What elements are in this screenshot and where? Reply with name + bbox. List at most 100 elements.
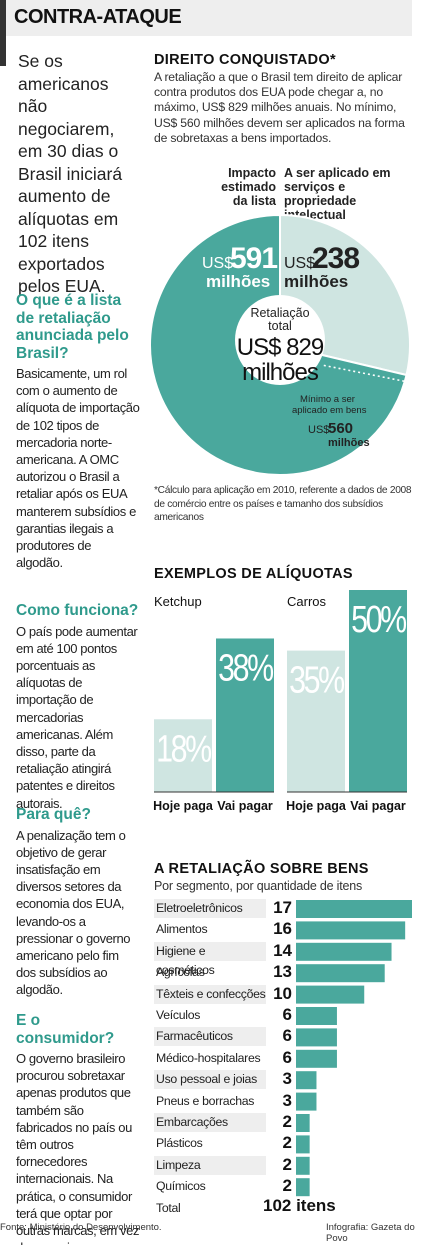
bar — [296, 1092, 317, 1111]
bar-value-label: 2 — [282, 1154, 292, 1174]
bar-value-label: 16 — [273, 919, 292, 939]
category-label: Alimentos — [156, 922, 208, 937]
category-label: Farmacêuticos — [154, 1027, 266, 1047]
direito-title: DIREITO CONQUISTADO* — [154, 52, 336, 68]
total-label: Total — [156, 1201, 181, 1215]
bar-value-label: 10 — [273, 983, 292, 1003]
aliquotas-chart: Ketchup 18% Hoje paga 38% Vai pagar Carros 35%… — [153, 590, 409, 813]
category-label: Têxteis e confecções — [154, 984, 266, 1004]
bar — [216, 638, 274, 792]
qa-answer: Basicamente, um rol com o aumento de alí… — [16, 366, 140, 571]
direito-footnote: *Cálculo para aplicação em 2010, referen… — [154, 485, 412, 523]
category-label: Médico-hospitalares — [156, 1050, 261, 1065]
bar — [296, 1028, 337, 1047]
category-label: Embarcações — [154, 1113, 266, 1132]
bar-value-label: 6 — [282, 1047, 292, 1067]
bar — [296, 942, 392, 961]
label-impacto: Impacto estimado da lista — [221, 166, 276, 208]
bar-value-label: 17 — [273, 898, 292, 917]
qa-answer: O país pode aumentar em até 100 pontos p… — [16, 623, 138, 811]
category-label: Plásticos — [156, 1136, 203, 1151]
bar-value-label: 3 — [282, 1090, 292, 1110]
category-label: Veículos — [156, 1008, 201, 1022]
credit-text: Infografia: Gazeta do Povo — [326, 1222, 415, 1244]
bar-value-label: 6 — [282, 1026, 292, 1046]
bar — [296, 1178, 310, 1197]
slice-label-dark: US$ — [202, 255, 233, 272]
category-label: Higiene e cosméticos — [154, 941, 266, 977]
annotation-value: US$ — [308, 424, 329, 436]
bar-value-label: 3 — [282, 1069, 292, 1089]
bar — [296, 1071, 317, 1090]
category-label: Limpeza — [154, 1155, 266, 1175]
qa-question: Como funciona? — [16, 602, 139, 619]
bar-value-label: 6 — [282, 1005, 292, 1024]
bar — [349, 590, 407, 792]
page-header: CONTRA-ATAQUE — [0, 0, 412, 36]
group-label: Ketchup — [154, 594, 202, 609]
category-label: Eletroeletrônicos — [154, 899, 266, 918]
annotation-label: aplicado em bens — [292, 405, 367, 416]
center-value: US$ 829 — [237, 334, 324, 361]
category-label: Pneus e borrachas — [156, 1093, 255, 1108]
qa-question: Para quê? — [16, 806, 91, 823]
bar-value-label: 2 — [282, 1176, 292, 1196]
bens-subtitle: Por segmento, por quantidade de itens — [154, 879, 363, 893]
category-label: Hoje paga — [153, 799, 214, 813]
group-label: Carros — [287, 594, 327, 609]
bar-value-label: 2 — [282, 1112, 292, 1131]
category-label: Vai pagar — [350, 799, 406, 813]
slice-label-light: milhões — [284, 272, 348, 291]
bar-value-label: 13 — [273, 962, 292, 982]
qa-block-1: O que é a lista de retaliação anunciada … — [16, 292, 140, 571]
bar-value-label: 50% — [351, 599, 407, 641]
bar-value-label: 14 — [273, 940, 292, 960]
qa-answer: O governo brasileiro procurou sobretaxar… — [16, 1051, 140, 1245]
category-label: Hoje paga — [286, 799, 347, 813]
pie-center — [235, 295, 325, 385]
annotation-value: 560 — [328, 420, 353, 437]
page-title: CONTRA-ATAQUE — [14, 6, 182, 28]
bar — [154, 719, 212, 792]
total-value: 102 itens — [263, 1196, 336, 1215]
bar-value-label: 38% — [218, 647, 274, 689]
bens-title: A RETALIAÇÃO SOBRE BENS — [154, 861, 369, 877]
category-label: Vai pagar — [217, 799, 273, 813]
bar — [296, 1135, 310, 1154]
qa-question: O que é a lista de retaliação anunciada … — [16, 292, 129, 362]
header-accent-bar — [0, 36, 6, 66]
bar-value-label: 35% — [289, 659, 345, 701]
bar — [296, 964, 385, 983]
qa-block-4: E o consumidor? O governo brasileiro pro… — [16, 1012, 140, 1245]
bar — [296, 921, 406, 940]
slice-label-dark: 591 — [230, 242, 277, 275]
qa-block-3: Para quê? A penalização tem o objetivo d… — [16, 806, 140, 999]
bar-value-label: 18% — [156, 728, 212, 770]
bar — [296, 1114, 310, 1132]
slice-label-light: 238 — [312, 242, 359, 275]
center-value: milhões — [242, 359, 319, 386]
aliquotas-title: EXEMPLOS DE ALÍQUOTAS — [154, 566, 353, 582]
bar — [296, 1156, 310, 1175]
annotation-dotted-line — [323, 364, 407, 383]
bens-chart — [296, 900, 412, 1197]
qa-answer: A penalização tem o objetivo de gerar in… — [16, 827, 131, 998]
annotation-label: Mínimo a ser — [300, 394, 355, 405]
slice-label-light: US$ — [284, 255, 315, 272]
bar — [296, 900, 412, 918]
category-label: Agrícolas — [156, 965, 205, 980]
category-label: Químicos — [156, 1179, 206, 1194]
center-label: total — [268, 319, 292, 333]
slice-label-dark: milhões — [206, 272, 270, 291]
direito-text: A retaliação a que o Brasil tem direito … — [154, 70, 405, 145]
bar — [296, 1007, 337, 1025]
lead-text: Se os americanos não negociarem, em 30 d… — [18, 51, 123, 296]
bar — [296, 985, 365, 1004]
qa-question: E o consumidor? — [16, 1012, 115, 1047]
center-label: Retaliação — [250, 306, 309, 320]
annotation-value: milhões — [328, 437, 370, 449]
bar — [296, 1049, 337, 1068]
bar-value-label: 2 — [282, 1133, 292, 1153]
bar — [287, 650, 345, 792]
